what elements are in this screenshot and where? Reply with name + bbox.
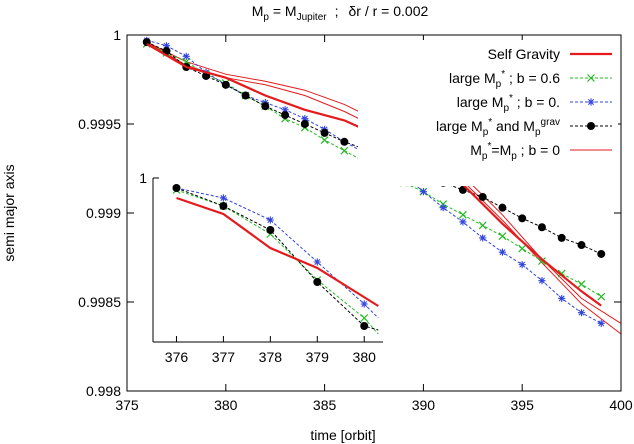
chart-title: Mp = MJupiter; δr / r = 0.002 <box>252 3 429 23</box>
x-tick-label: 400 <box>609 397 633 413</box>
inset-series-grav <box>176 187 379 331</box>
main-point-b0 <box>439 204 447 212</box>
inset-series-b0 <box>176 187 379 319</box>
legend-entry-sg: Self Gravity <box>488 46 612 62</box>
main-point-grav <box>537 223 546 232</box>
main-point-b0 <box>162 42 171 50</box>
legend-background <box>358 40 618 186</box>
legend-entry-b06: large Mp* ; b = 0.6 <box>449 69 612 90</box>
main-point-grav <box>340 137 349 146</box>
main-point-b06 <box>597 292 606 301</box>
y-tick-label: 0.9995 <box>78 116 121 132</box>
legend-label: Mp*=Mp ; b = 0 <box>470 141 560 162</box>
main-point-b0 <box>538 277 546 285</box>
legend-marker <box>587 74 595 82</box>
x-tick-label: 390 <box>412 397 436 413</box>
inset-point-grav <box>266 226 275 234</box>
main-point-b0 <box>577 309 586 317</box>
main-point-b0 <box>498 248 507 256</box>
y-tick-label: 0.9985 <box>78 294 121 310</box>
y-axis-label: semi major axis <box>1 164 17 261</box>
inset-point-grav <box>219 202 228 210</box>
main-point-b0 <box>419 188 427 196</box>
inset-point-b0 <box>266 216 274 224</box>
inset-x-tick-label: 378 <box>259 349 283 365</box>
y-tick-label: 0.998 <box>86 383 121 399</box>
legend-label: large Mp* and Mpgrav <box>436 117 560 138</box>
x-tick-label: 385 <box>313 397 337 413</box>
x-tick-label: 375 <box>115 397 139 413</box>
main-point-b0 <box>459 218 467 226</box>
main-point-grav <box>281 111 290 120</box>
main-point-b06 <box>458 210 467 219</box>
main-point-b06 <box>478 221 487 230</box>
main-point-grav <box>221 80 230 89</box>
inset-point-grav <box>360 322 369 330</box>
main-point-grav <box>557 233 566 242</box>
main-point-b0 <box>281 106 289 114</box>
inset-series-sg <box>176 196 379 307</box>
inset-series <box>172 184 379 335</box>
x-axis-label: time [orbit] <box>310 427 375 443</box>
main-point-b0 <box>518 261 526 269</box>
inset-point-b0 <box>219 194 228 202</box>
main-point-grav <box>577 241 586 250</box>
legend-marker <box>587 98 595 106</box>
inset-y-tick-label: 1 <box>139 170 147 186</box>
inset-x-tick-label: 377 <box>212 349 236 365</box>
main-point-b06 <box>518 244 527 253</box>
main-point-b0 <box>301 115 309 123</box>
main-point-b06 <box>498 232 507 241</box>
main-point-grav <box>498 203 507 212</box>
legend-label: large Mp* ; b = 0.6 <box>449 69 560 90</box>
main-point-b06 <box>340 146 349 155</box>
main-point-grav <box>597 249 606 258</box>
inset-point-grav <box>313 278 322 286</box>
main-point-grav <box>300 120 309 128</box>
legend-marker <box>587 122 595 130</box>
x-tick-label: 395 <box>511 397 535 413</box>
main-point-b0 <box>558 294 566 303</box>
inset-x-tick-label: 379 <box>306 349 330 365</box>
legend-label: large Mp* ; b = 0. <box>457 93 560 114</box>
main-point-b06 <box>538 257 546 265</box>
legend-entry-mp: Mp*=Mp ; b = 0 <box>470 141 612 162</box>
main-point-b06 <box>577 280 586 289</box>
main-point-b0 <box>479 234 487 242</box>
inset-x-tick-label: 376 <box>165 349 189 365</box>
main-point-b0 <box>182 52 190 60</box>
inset-point-b06 <box>360 314 369 322</box>
x-tick-label: 380 <box>214 397 238 413</box>
main-point-grav <box>261 102 270 111</box>
main-point-grav <box>478 192 487 201</box>
legend-label: Self Gravity <box>488 46 560 62</box>
inset-x-tick-label: 380 <box>353 349 377 365</box>
y-tick-label: 0.999 <box>86 205 121 221</box>
inset-point-b0 <box>360 300 368 308</box>
main-point-b06 <box>320 136 329 144</box>
inset-point-b0 <box>313 258 321 266</box>
main-series-b06 <box>146 43 602 298</box>
legend-entry-grav: large Mp* and Mpgrav <box>436 117 612 138</box>
y-tick-label: 1 <box>113 27 121 43</box>
main-point-grav <box>518 214 527 223</box>
main-plot-frame <box>126 34 622 392</box>
legend-entry-b0: large Mp* ; b = 0. <box>457 93 612 114</box>
inset-point-grav <box>172 184 181 192</box>
main-point-grav <box>241 91 250 100</box>
main-point-grav <box>320 128 329 137</box>
main-point-b0 <box>597 319 605 327</box>
inset-background <box>153 178 383 342</box>
